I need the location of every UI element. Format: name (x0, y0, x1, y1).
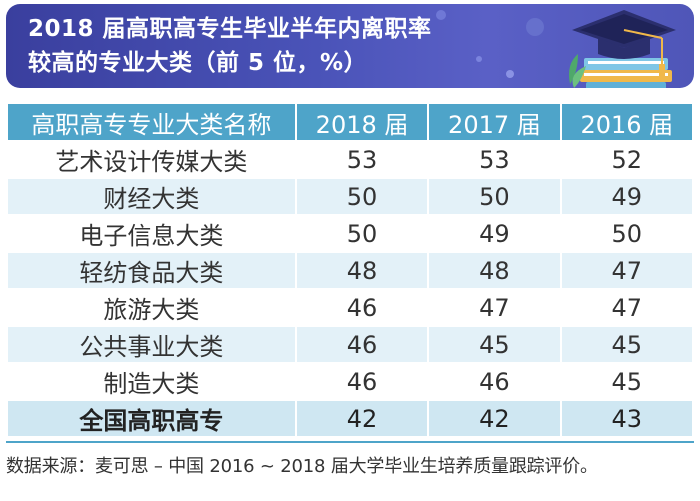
decor-dot (476, 56, 482, 62)
table-row: 艺术设计传媒大类 53 53 52 (8, 142, 692, 177)
row-label: 轻纺食品大类 (8, 253, 295, 288)
decor-dot (436, 10, 446, 20)
page-title: 2018 届高职高专生毕业半年内离职率 较高的专业大类（前 5 位，%） (28, 12, 432, 80)
table-cell: 46 (296, 364, 428, 399)
total-row-label: 全国高职高专 (8, 401, 295, 436)
title-line-2: 较高的专业大类（前 5 位，%） (28, 50, 368, 76)
title-line-1: 2018 届高职高专生毕业半年内离职率 (28, 16, 432, 42)
total-cell: 42 (296, 401, 428, 436)
column-header: 高职高专专业大类名称 (8, 104, 295, 140)
table-row: 轻纺食品大类 48 48 47 (8, 253, 692, 288)
table-cell: 49 (429, 216, 560, 251)
table-cell: 46 (296, 290, 428, 325)
table-cell: 47 (429, 290, 560, 325)
total-cell: 42 (429, 401, 560, 436)
data-table-container: 高职高专专业大类名称 2018 届 2017 届 2016 届 艺术设计传媒大类… (6, 102, 694, 438)
graduation-cap-icon (569, 10, 676, 88)
table-cell: 48 (429, 253, 560, 288)
table-row: 制造大类 46 46 45 (8, 364, 692, 399)
table-cell: 49 (561, 179, 692, 214)
table-cell: 45 (429, 327, 560, 362)
table-cell: 53 (429, 142, 560, 177)
column-header: 2018 届 (296, 104, 428, 140)
table-cell: 45 (561, 364, 692, 399)
table-cell: 53 (296, 142, 428, 177)
table-row: 公共事业大类 46 45 45 (8, 327, 692, 362)
table-cell: 48 (296, 253, 428, 288)
table-cell: 46 (296, 327, 428, 362)
column-header: 2017 届 (429, 104, 560, 140)
total-cell: 43 (561, 401, 692, 436)
table-cell: 52 (561, 142, 692, 177)
table-cell: 50 (296, 216, 428, 251)
table-row: 财经大类 50 50 49 (8, 179, 692, 214)
divider (6, 441, 694, 443)
table-cell: 47 (561, 290, 692, 325)
table-cell: 45 (561, 327, 692, 362)
row-label: 财经大类 (8, 179, 295, 214)
table-cell: 46 (429, 364, 560, 399)
row-label: 公共事业大类 (8, 327, 295, 362)
table-cell: 47 (561, 253, 692, 288)
title-banner: 2018 届高职高专生毕业半年内离职率 较高的专业大类（前 5 位，%） (6, 4, 694, 88)
data-table: 高职高专专业大类名称 2018 届 2017 届 2016 届 艺术设计传媒大类… (6, 102, 694, 438)
column-header: 2016 届 (561, 104, 692, 140)
row-label: 电子信息大类 (8, 216, 295, 251)
row-label: 艺术设计传媒大类 (8, 142, 295, 177)
table-cell: 50 (296, 179, 428, 214)
source-note: 数据来源：麦可思 – 中国 2016 ~ 2018 届大学毕业生培养质量跟踪评价… (6, 456, 598, 477)
total-row: 全国高职高专 42 42 43 (8, 401, 692, 436)
row-label: 制造大类 (8, 364, 295, 399)
table-row: 旅游大类 46 47 47 (8, 290, 692, 325)
row-label: 旅游大类 (8, 290, 295, 325)
decor-dot (506, 70, 514, 78)
table-header-row: 高职高专专业大类名称 2018 届 2017 届 2016 届 (8, 104, 692, 140)
table-cell: 50 (429, 179, 560, 214)
table-cell: 50 (561, 216, 692, 251)
table-row: 电子信息大类 50 49 50 (8, 216, 692, 251)
decor-dot (526, 18, 544, 36)
